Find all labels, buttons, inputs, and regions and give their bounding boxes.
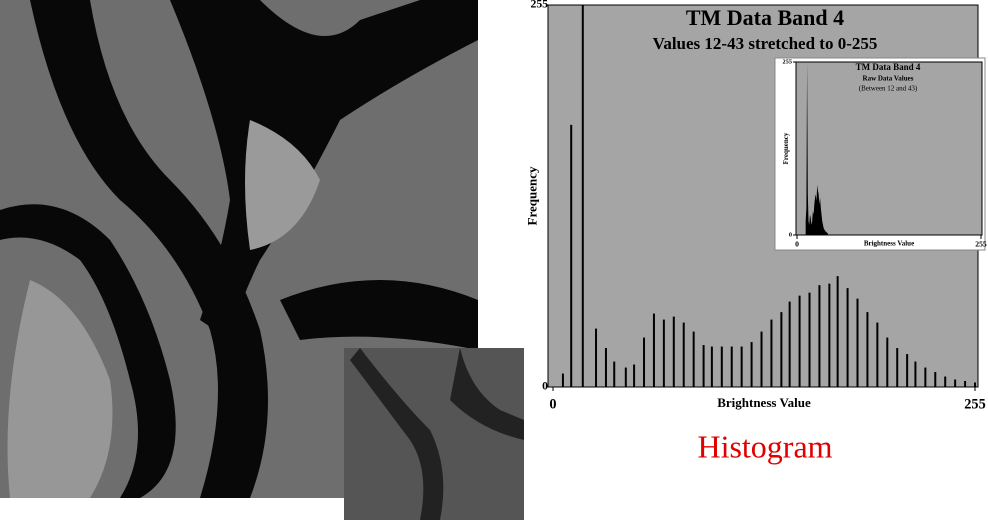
bar xyxy=(613,362,615,387)
bar xyxy=(866,312,868,387)
bar xyxy=(770,320,772,387)
x-tick-label: 255 xyxy=(975,240,987,249)
bar xyxy=(780,312,782,387)
small-image xyxy=(344,348,524,520)
bar xyxy=(761,332,763,387)
bar xyxy=(914,362,916,387)
bar xyxy=(562,374,564,387)
x-axis-label: Brightness Value xyxy=(717,395,811,410)
bar xyxy=(906,354,908,387)
bar xyxy=(857,299,859,387)
bar xyxy=(964,381,966,387)
bar xyxy=(605,348,607,387)
bar xyxy=(625,368,627,387)
bar xyxy=(896,348,898,387)
x-tick-label: 0 xyxy=(795,240,799,249)
bar xyxy=(934,372,936,387)
y-tick-label: 0 xyxy=(542,380,548,393)
caption: Histogram xyxy=(697,428,832,464)
chart-subtitle: Raw Data Values xyxy=(863,75,914,83)
bar xyxy=(653,314,655,387)
x-axis-label: Brightness Value xyxy=(864,240,914,248)
y-tick-label: 255 xyxy=(783,58,792,65)
x-tick-label: 0 xyxy=(549,396,556,412)
chart-title: TM Data Band 4 xyxy=(856,62,921,72)
bar xyxy=(595,329,597,387)
bar xyxy=(570,125,572,387)
bar xyxy=(643,338,645,387)
chart-title: TM Data Band 4 xyxy=(686,5,844,30)
chart-subtitle: Values 12-43 stretched to 0-255 xyxy=(653,34,878,53)
bar xyxy=(809,293,811,387)
bar xyxy=(847,288,849,387)
chart-note: (Between 12 and 43) xyxy=(859,85,918,93)
bar xyxy=(954,380,956,387)
bar xyxy=(633,365,635,387)
y-axis-label: Frequency xyxy=(524,166,539,225)
y-tick-label: 255 xyxy=(530,0,548,11)
bar xyxy=(721,347,723,387)
bar xyxy=(741,347,743,387)
bar xyxy=(683,323,685,387)
bar xyxy=(673,317,675,387)
bar xyxy=(703,345,705,387)
bar xyxy=(693,332,695,387)
bar xyxy=(818,285,820,387)
bar xyxy=(837,276,839,387)
bar xyxy=(582,5,584,387)
bar xyxy=(711,347,713,387)
bar xyxy=(924,368,926,387)
bar xyxy=(731,347,733,387)
y-axis-label: Frequency xyxy=(782,132,790,164)
slide: TM Data Band 4 Values 12-43 stretched to … xyxy=(0,0,988,520)
bar xyxy=(876,323,878,387)
x-tick-label: 255 xyxy=(964,396,985,412)
bar xyxy=(974,383,976,387)
bar xyxy=(828,284,830,387)
bar xyxy=(886,338,888,387)
bar xyxy=(944,377,946,387)
y-tick-label: 0 xyxy=(789,231,792,238)
bar xyxy=(789,302,791,387)
bar xyxy=(663,320,665,387)
bar xyxy=(751,342,753,387)
bar xyxy=(799,296,801,387)
